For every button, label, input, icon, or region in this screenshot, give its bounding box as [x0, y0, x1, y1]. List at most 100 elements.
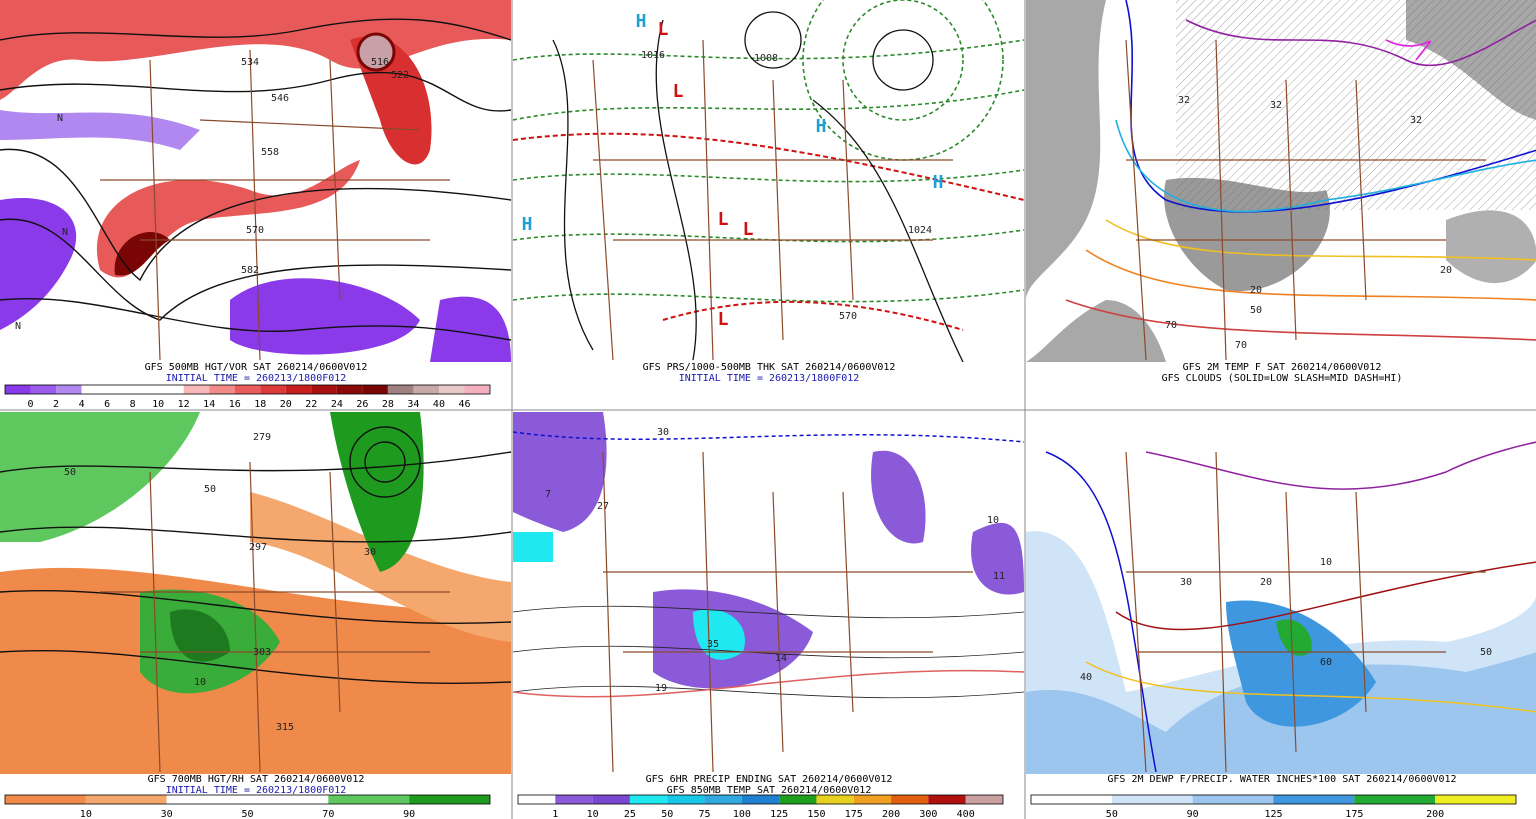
colorbar-swatch	[779, 795, 817, 804]
colorbar-frame	[4, 384, 491, 395]
colorbar-label: 300	[919, 809, 937, 819]
map-label: H	[636, 11, 647, 32]
colorbar-label: 8	[130, 399, 136, 410]
map-label: 7	[545, 489, 551, 500]
colorbar-swatch	[247, 795, 329, 804]
colorbar-label: 175	[845, 809, 863, 819]
colorbar-swatch	[1111, 795, 1193, 804]
caption: INITIAL TIME = 260213/1800F012	[679, 373, 860, 384]
map-label: 279	[253, 432, 271, 443]
colorbar-swatch	[85, 795, 167, 804]
caption: GFS PRS/1000-500MB THK SAT 260214/0600V0…	[643, 362, 896, 373]
map-label: 303	[253, 647, 271, 658]
map-label: 315	[276, 722, 294, 733]
panel: 279 297 303 315 50 50 10 30 GFS 700MB HGT/RH SA…	[0, 412, 511, 819]
colorbar-label: 12	[178, 399, 190, 410]
map: 30 20 10 60 50 40	[1026, 412, 1536, 774]
map-label: H	[933, 172, 944, 193]
panel: 30 20 10 60 50 40 GFS 2M DEWP F/PRECIP. WATER…	[1026, 412, 1536, 819]
colorbar-label: 50	[1106, 809, 1118, 819]
colorbar-swatch	[5, 795, 86, 804]
map: 279 297 303 315 50 50 10 30	[0, 412, 511, 774]
colorbar-label: 4	[79, 399, 85, 410]
colorbar-swatch	[158, 385, 184, 394]
map-label: 32	[1178, 95, 1190, 106]
colorbar-swatch	[362, 385, 388, 394]
colorbar-swatch	[928, 795, 966, 804]
map-label: 19	[655, 683, 667, 694]
colorbar-swatch	[387, 385, 414, 394]
colorbar-label: 34	[407, 399, 419, 410]
colorbar-label: 40	[433, 399, 445, 410]
caption: INITIAL TIME = 260213/1800F012	[166, 785, 347, 796]
colorbar-frame	[4, 794, 491, 805]
caption: GFS 2M TEMP F SAT 260214/0600V012	[1183, 362, 1382, 373]
caption: INITIAL TIME = 260213/1800F012	[166, 373, 347, 384]
map-label: L	[658, 19, 669, 40]
caption: GFS 850MB TEMP SAT 260214/0600V012	[667, 785, 872, 796]
colorbar-label: 200	[882, 809, 900, 819]
colorbar-swatch	[132, 385, 159, 394]
colorbar-frame	[1030, 794, 1517, 805]
caption: GFS 700MB HGT/RH SAT 260214/0600V012	[148, 774, 365, 785]
map-label: 20	[1260, 577, 1272, 588]
map-label: N	[62, 227, 68, 238]
colorbar-swatch	[741, 795, 780, 804]
colorbar-swatch	[1273, 795, 1355, 804]
colorbar-swatch	[1031, 795, 1112, 804]
colorbar-swatch	[183, 385, 210, 394]
map-label: 558	[261, 147, 279, 158]
colorbar-swatch	[336, 385, 363, 394]
colorbar-label: 14	[203, 399, 215, 410]
panel: 32 32 32 20 20 70 70 50 GFS 2M TEMP F SAT 26021…	[1026, 0, 1536, 384]
caption: GFS CLOUDS (SOLID=LOW SLASH=MID DASH=HI)	[1162, 373, 1403, 384]
map-label: 20	[1250, 285, 1262, 296]
map-label: 582	[241, 265, 259, 276]
map-label: 522	[391, 70, 409, 81]
map-label: 30	[364, 547, 376, 558]
colorbar-swatch	[965, 795, 1003, 804]
colorbar-swatch	[56, 385, 82, 394]
map-label: 50	[204, 484, 216, 495]
colorbar-swatch	[704, 795, 742, 804]
colorbar-label: 46	[458, 399, 470, 410]
map-label: L	[673, 81, 684, 102]
map-label: 1008	[754, 53, 778, 64]
map-label: 10	[194, 677, 206, 688]
colorbar-label: 175	[1345, 809, 1363, 819]
map-label: 27	[597, 501, 609, 512]
colorbar-label: 6	[104, 399, 110, 410]
colorbar-label: 125	[770, 809, 788, 819]
colorbar-label: 10	[152, 399, 164, 410]
colorbar-label: 2	[53, 399, 59, 410]
panel: 7 27 35 19 14 11 10 30 GFS 6HR PRECIP ENDING SA…	[513, 412, 1024, 819]
colorbar-swatch	[1435, 795, 1516, 804]
map-label: H	[816, 116, 827, 137]
colorbar-label: 125	[1264, 809, 1282, 819]
map-label: N	[15, 321, 21, 332]
colorbar-swatch	[166, 795, 248, 804]
colorbar-label: 10	[587, 809, 599, 819]
map-label: 546	[271, 93, 289, 104]
colorbar-swatch	[311, 385, 337, 394]
colorbar-swatch	[413, 385, 439, 394]
colorbar-swatch	[816, 795, 854, 804]
colorbar-swatch	[518, 795, 556, 804]
map-label: 50	[1250, 305, 1262, 316]
colorbar-label: 26	[356, 399, 368, 410]
map-label: 516	[371, 57, 389, 68]
map-label: 30	[1180, 577, 1192, 588]
colorbar-swatch	[891, 795, 929, 804]
map-label: 50	[64, 467, 76, 478]
map-label: 70	[1165, 320, 1177, 331]
caption: GFS 6HR PRECIP ENDING SAT 260214/0600V01…	[646, 774, 893, 785]
colorbar-label: 50	[241, 809, 253, 819]
colorbar-swatch	[555, 795, 593, 804]
map-label: L	[743, 219, 754, 240]
